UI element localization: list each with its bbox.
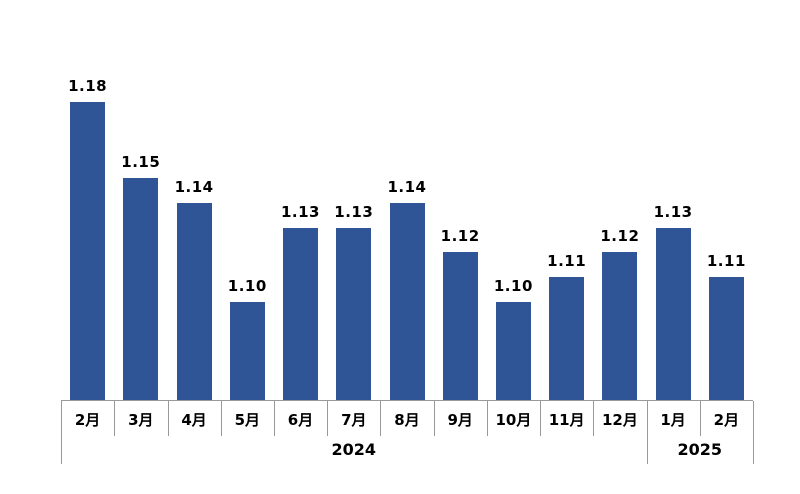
x-axis-month-label: 12月 — [601, 411, 638, 429]
value-label: 1.12 — [440, 227, 480, 245]
bar-1月 — [655, 228, 691, 400]
bar-11月 — [549, 277, 585, 400]
x-axis-month-label: 2月 — [74, 411, 101, 429]
year-separator-line — [753, 401, 754, 464]
month-tick — [167, 401, 169, 436]
bar-12月 — [602, 252, 638, 400]
month-tick — [114, 401, 116, 436]
year-separator-line — [61, 401, 62, 464]
month-tick — [220, 401, 222, 436]
value-label: 1.18 — [68, 77, 108, 95]
month-tick — [273, 401, 275, 436]
x-axis-year-label: 2024 — [331, 440, 377, 459]
x-axis-month-label: 2月 — [713, 411, 740, 429]
month-tick — [699, 401, 701, 436]
value-label: 1.11 — [547, 252, 587, 270]
value-label: 1.13 — [334, 203, 374, 221]
value-label: 1.12 — [600, 227, 640, 245]
value-label: 1.13 — [280, 203, 320, 221]
x-axis-month-label: 6月 — [287, 411, 314, 429]
month-tick — [327, 401, 329, 436]
value-label: 1.14 — [174, 178, 214, 196]
bar-7月 — [336, 228, 372, 400]
month-tick — [593, 401, 595, 436]
bar-8月 — [389, 203, 425, 400]
bar-10月 — [496, 302, 531, 400]
x-axis-month-label: 5月 — [234, 411, 260, 429]
bar-5月 — [229, 302, 265, 400]
x-axis-line — [61, 400, 753, 401]
x-axis-month-label: 10月 — [495, 411, 532, 429]
x-axis-month-label: 9月 — [447, 411, 473, 429]
value-label: 1.11 — [706, 252, 746, 270]
x-axis-month-label: 7月 — [341, 411, 367, 429]
bar-3月 — [123, 178, 159, 400]
x-axis-year-label: 2025 — [677, 440, 723, 459]
x-axis-month-label: 4月 — [181, 411, 207, 429]
x-axis-month-label: 11月 — [548, 411, 585, 429]
value-label: 1.13 — [653, 203, 693, 221]
x-axis-month-label: 3月 — [128, 411, 154, 429]
value-label: 1.15 — [121, 153, 161, 171]
bar-2月 — [708, 277, 744, 400]
year-separator-line — [646, 401, 648, 464]
bar-9月 — [442, 252, 478, 400]
month-tick — [380, 401, 382, 436]
x-axis-month-label: 1月 — [660, 411, 686, 429]
value-label: 1.10 — [227, 277, 267, 295]
month-tick — [433, 401, 435, 436]
bar-6月 — [283, 228, 318, 400]
bar-2月 — [70, 102, 106, 400]
value-label: 1.14 — [387, 178, 427, 196]
month-tick — [486, 401, 488, 436]
value-label: 1.10 — [493, 277, 533, 295]
month-tick — [540, 401, 542, 436]
x-axis-month-label: 8月 — [394, 411, 420, 429]
bar-4月 — [176, 203, 212, 400]
